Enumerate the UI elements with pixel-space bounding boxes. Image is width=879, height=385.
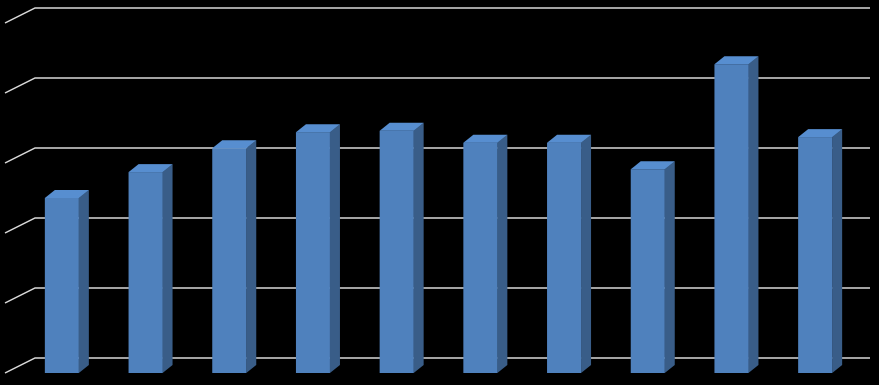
bar [212,148,247,373]
bar-top [44,190,89,198]
bar-top [379,122,424,131]
bar [128,172,163,373]
grid-line [4,357,870,374]
bar-top [714,56,759,65]
bar-top [463,134,508,143]
bar-top [630,161,675,170]
grid-line [4,287,870,304]
bar-side [162,164,173,373]
bar [547,142,582,373]
bar-top [128,164,173,173]
bar [798,137,833,373]
bar-side [497,134,508,373]
grid-line [4,77,870,94]
bar [630,169,665,373]
bar-top [798,129,843,138]
bar-top [547,134,592,143]
bar-top [212,140,257,149]
grid-line [4,7,870,24]
bar [295,132,330,373]
bar [379,130,414,373]
bar-side [581,134,592,373]
bar-top [295,124,340,133]
bar [463,142,498,373]
grid-line [4,217,870,234]
bar [714,64,749,374]
bar-side [329,124,340,373]
bar-side [413,122,424,373]
bar-side [832,129,843,373]
bar-side [246,140,257,373]
bar-side [748,56,759,374]
grid-line [4,147,870,164]
bar-side [78,190,89,373]
bar-side [664,161,675,373]
bar [44,198,79,373]
